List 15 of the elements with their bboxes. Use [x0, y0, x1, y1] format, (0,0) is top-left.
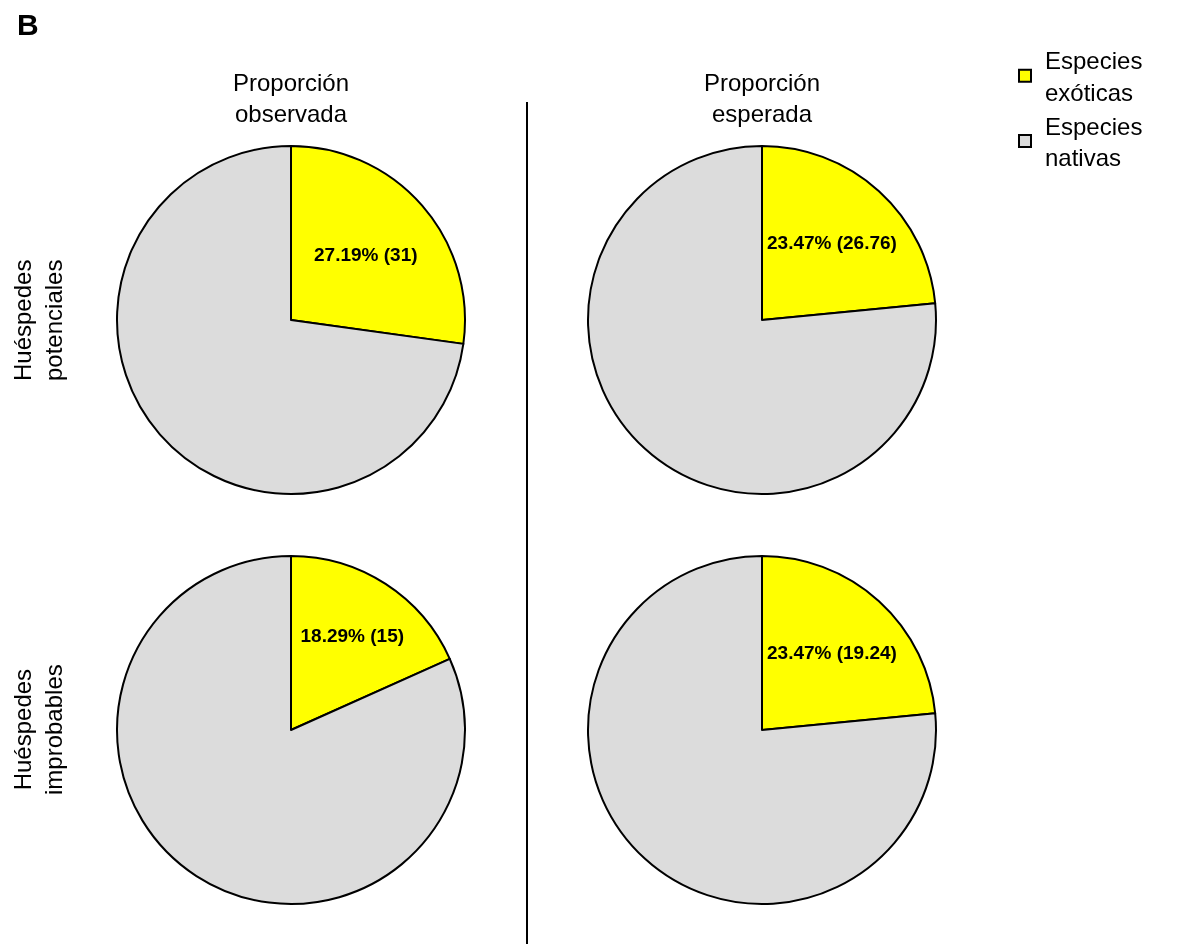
pie-slice: [116, 145, 465, 495]
data-label: 23.47% (26.76): [766, 232, 897, 254]
pie-slice: [587, 555, 937, 905]
data-label: 27.19% (31): [314, 244, 418, 266]
legend-label: Especies exóticas: [1045, 47, 1143, 106]
text: B: [17, 8, 39, 41]
data-label: 23.47% (19.24): [766, 642, 897, 664]
pie-slice: [587, 145, 937, 495]
legend-label: Especies nativas: [1045, 112, 1143, 172]
chart-title: Proporción esperada: [704, 69, 821, 128]
text: Huéspedes improbables: [9, 664, 68, 795]
text: Huéspedes potenciales: [9, 259, 68, 381]
data-label: 18.29% (15): [300, 624, 405, 646]
pie-slice: [116, 555, 466, 905]
text: Proporción observada: [233, 69, 350, 128]
